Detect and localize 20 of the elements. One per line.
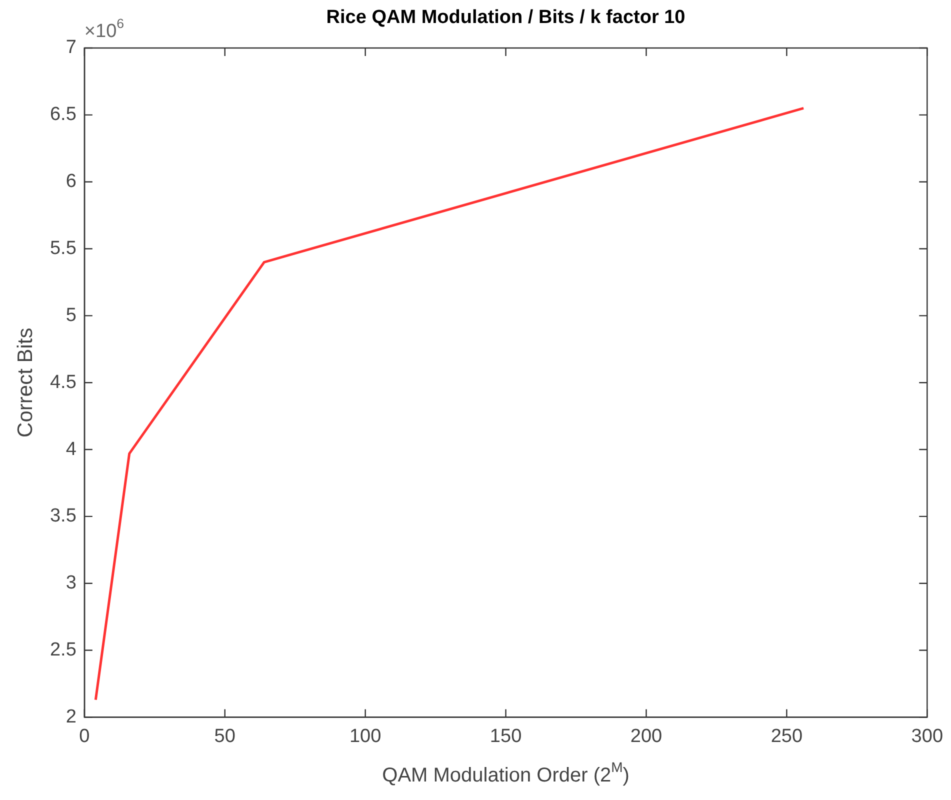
y-tick-label: 6.5 <box>50 104 76 126</box>
x-tick-label: 300 <box>911 726 943 747</box>
y-axis-title: Correct Bits <box>14 328 37 438</box>
x-tick-label: 50 <box>214 726 236 747</box>
y-tick-label: 4 <box>66 438 77 460</box>
y-tick-label: 3 <box>66 572 76 594</box>
y-tick-label: 4.5 <box>50 372 76 393</box>
y-tick-label: 7 <box>66 37 76 58</box>
x-tick-label: 200 <box>630 726 662 747</box>
x-tick-label: 0 <box>79 726 90 747</box>
y-tick-label: 5.5 <box>50 238 76 259</box>
y-tick-label: 2 <box>66 706 76 728</box>
y-tick-label: 2.5 <box>50 640 76 661</box>
y-tick-label: 6 <box>66 171 76 192</box>
x-tick-label: 150 <box>490 726 522 747</box>
chart-title: Rice QAM Modulation / Bits / k factor 10 <box>326 7 686 28</box>
x-tick-label: 100 <box>349 726 382 747</box>
y-tick-label: 5 <box>66 304 76 326</box>
x-tick-label: 250 <box>770 726 803 747</box>
y-tick-label: 3.5 <box>50 506 76 527</box>
